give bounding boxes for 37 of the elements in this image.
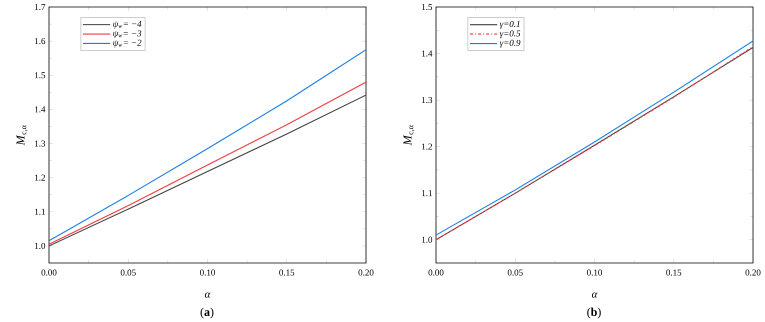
y-tick-label: 1.7 (35, 4, 46, 10)
y-tick-label: 1.1 (35, 208, 45, 215)
legend-label: ψ$_{w}$= −3 (113, 30, 142, 38)
y-tick-label: 1.2 (422, 144, 432, 150)
x-tick-label: 0.15 (666, 270, 682, 276)
x-tick-label: 0.00 (42, 270, 57, 276)
x-tick-label: 0.15 (279, 270, 294, 276)
text: (b) (587, 308, 601, 318)
legend-label: ψ$_{w}$= −2 (113, 40, 142, 48)
y-tick-label: 1.3 (422, 97, 432, 104)
x-tick-label: 0.00 (428, 270, 444, 276)
x-tick-label: 0.10 (587, 270, 602, 276)
y-tick-label: 1.0 (35, 242, 46, 249)
y-tick-label: 1.6 (35, 38, 46, 44)
text: (a) (200, 308, 214, 318)
y-axis-title: M$_{c,α}$ (16, 125, 28, 146)
x-tick-label: 0.20 (358, 270, 374, 276)
y-axis-title: M$_{c,α}$ (404, 125, 414, 146)
y-tick-label: 1.5 (35, 72, 46, 78)
x-tick-label: 0.05 (120, 270, 136, 276)
x-tick-label: 0.10 (200, 270, 216, 276)
legend-label: ψ$_{w}$= −4 (113, 20, 142, 29)
y-tick-label: 1.0 (422, 236, 432, 243)
line-series (49, 49, 366, 242)
x-tick-label: 0.05 (508, 270, 523, 276)
y-tick-label: 1.2 (35, 174, 45, 181)
x-tick-label: 0.20 (746, 270, 761, 276)
legend-label: γ=0.5 (500, 30, 520, 38)
x-axis-title: α (204, 292, 211, 298)
y-tick-label: 1.4 (422, 50, 432, 57)
legend-label: γ=0.9 (500, 40, 520, 48)
y-tick-label: 1.5 (422, 4, 432, 10)
y-tick-label: 1.3 (35, 140, 46, 147)
y-tick-label: 1.4 (35, 106, 46, 112)
x-axis-title: α (592, 292, 598, 298)
legend-label: γ=0.1 (500, 20, 520, 29)
y-tick-label: 1.1 (422, 190, 432, 196)
